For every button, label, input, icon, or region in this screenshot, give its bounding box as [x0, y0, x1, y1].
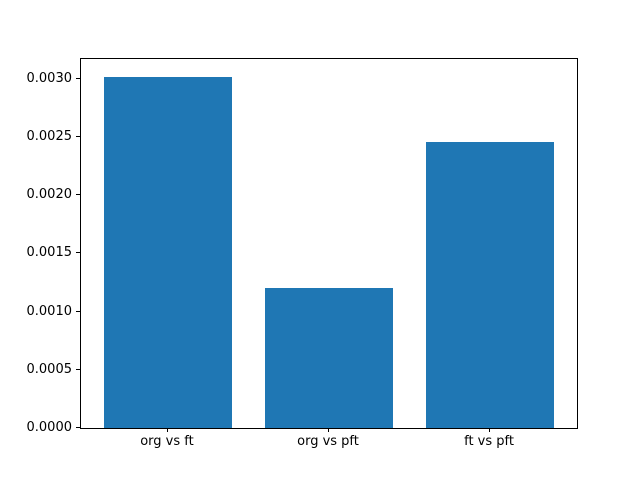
y-tick-label: 0.0025 — [26, 129, 73, 145]
bar-org-vs-ft — [103, 76, 233, 428]
x-tick-mark — [489, 428, 491, 432]
y-tick-label: 0.0000 — [26, 420, 73, 435]
x-tick-label: ft vs pft — [464, 434, 514, 449]
x-tick-mark — [166, 428, 168, 432]
y-tick-mark — [76, 368, 80, 370]
x-tick-label: org vs ft — [140, 434, 194, 449]
y-tick-label: 0.0010 — [26, 303, 73, 319]
plot-area — [80, 58, 578, 429]
y-tick-label: 0.0030 — [26, 70, 73, 86]
y-tick-label: 0.0005 — [26, 361, 73, 377]
y-tick-mark — [76, 136, 80, 138]
y-tick-mark — [76, 427, 80, 428]
y-tick-label: 0.0015 — [26, 245, 73, 261]
y-tick-label: 0.0020 — [26, 187, 73, 203]
bar-org-vs-pft — [264, 288, 394, 428]
y-tick-mark — [76, 77, 80, 79]
y-tick-mark — [76, 310, 80, 312]
bar-ft-vs-pft — [425, 141, 555, 428]
y-tick-mark — [76, 194, 80, 196]
x-tick-label: org vs pft — [297, 434, 359, 449]
x-tick-mark — [328, 428, 329, 432]
y-tick-mark — [76, 252, 80, 254]
